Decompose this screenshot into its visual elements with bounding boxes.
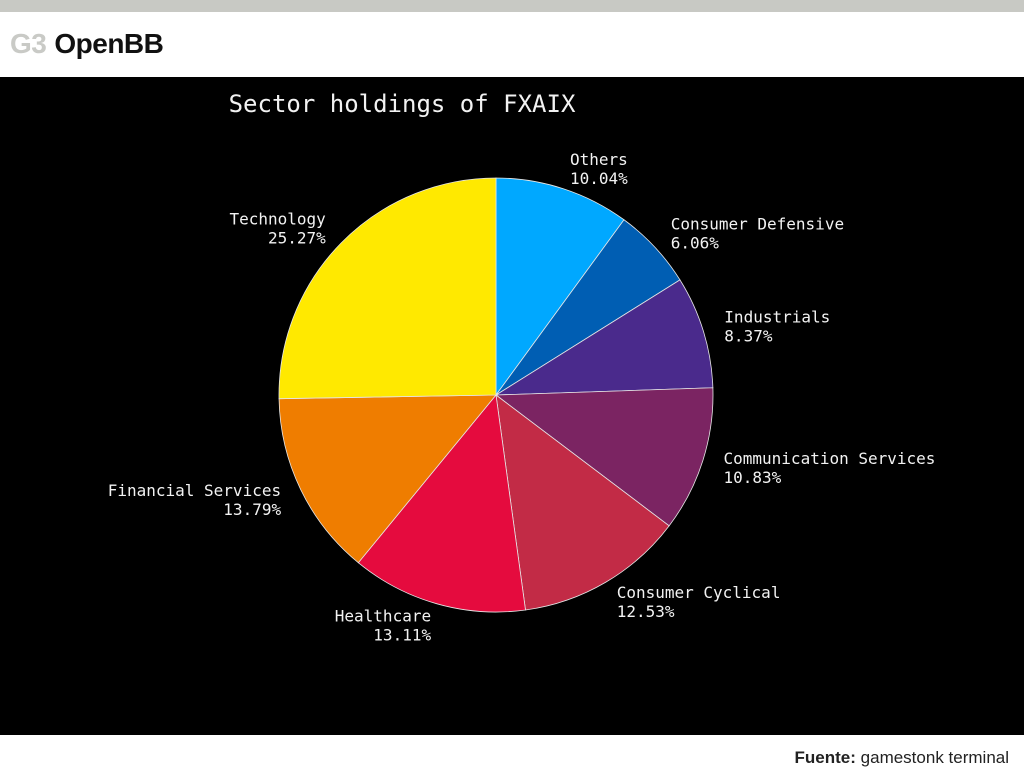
footer: Fuente: gamestonk terminal (795, 748, 1009, 768)
pie-slice-communication-services (494, 387, 714, 527)
slice-pct-consumer-cyclical: 12.53% (617, 602, 675, 621)
chart-panel: Sector holdings of FXAIX Others 10.04% Con… (0, 77, 1024, 735)
brand-name: OpenBB (54, 28, 164, 59)
slice-label-consumer-defensive: Consumer Defensive (671, 214, 844, 233)
slice-pct-technology: 25.27% (268, 229, 326, 248)
top-bar (0, 0, 1024, 12)
slice-label-consumer-cyclical: Consumer Cyclical (617, 583, 781, 602)
slice-label-technology: Technology (229, 210, 326, 229)
slice-label-communication-services: Communication Services (724, 449, 936, 468)
slice-label-industrials: Industrials (724, 307, 830, 326)
slice-pct-communication-services: 10.83% (724, 468, 782, 487)
header: G3 OpenBB (10, 28, 164, 64)
slice-pct-consumer-defensive: 6.06% (671, 233, 720, 252)
slice-pct-financial-services: 13.79% (223, 500, 281, 519)
pie-slice-healthcare (357, 394, 526, 613)
slice-pct-others: 10.04% (570, 169, 628, 188)
slice-pct-industrials: 8.37% (724, 326, 773, 345)
slice-label-financial-services: Financial Services (108, 481, 281, 500)
source-label: Fuente: (794, 748, 856, 767)
slice-label-others: Others (570, 150, 628, 169)
pie-slice-technology (278, 177, 497, 400)
slice-pct-healthcare: 13.11% (373, 626, 431, 645)
pie-slices (278, 177, 714, 613)
chart-title: Sector holdings of FXAIX (229, 90, 576, 118)
pie-slice-financial-services (278, 394, 497, 564)
brand-code: G3 (10, 28, 47, 59)
pie-slice-consumer-cyclical (495, 394, 670, 611)
slice-label-healthcare: Healthcare (335, 607, 431, 626)
pie-slice-others (495, 177, 625, 397)
pie-slice-industrials (494, 279, 714, 396)
source-value: gamestonk terminal (860, 748, 1009, 767)
